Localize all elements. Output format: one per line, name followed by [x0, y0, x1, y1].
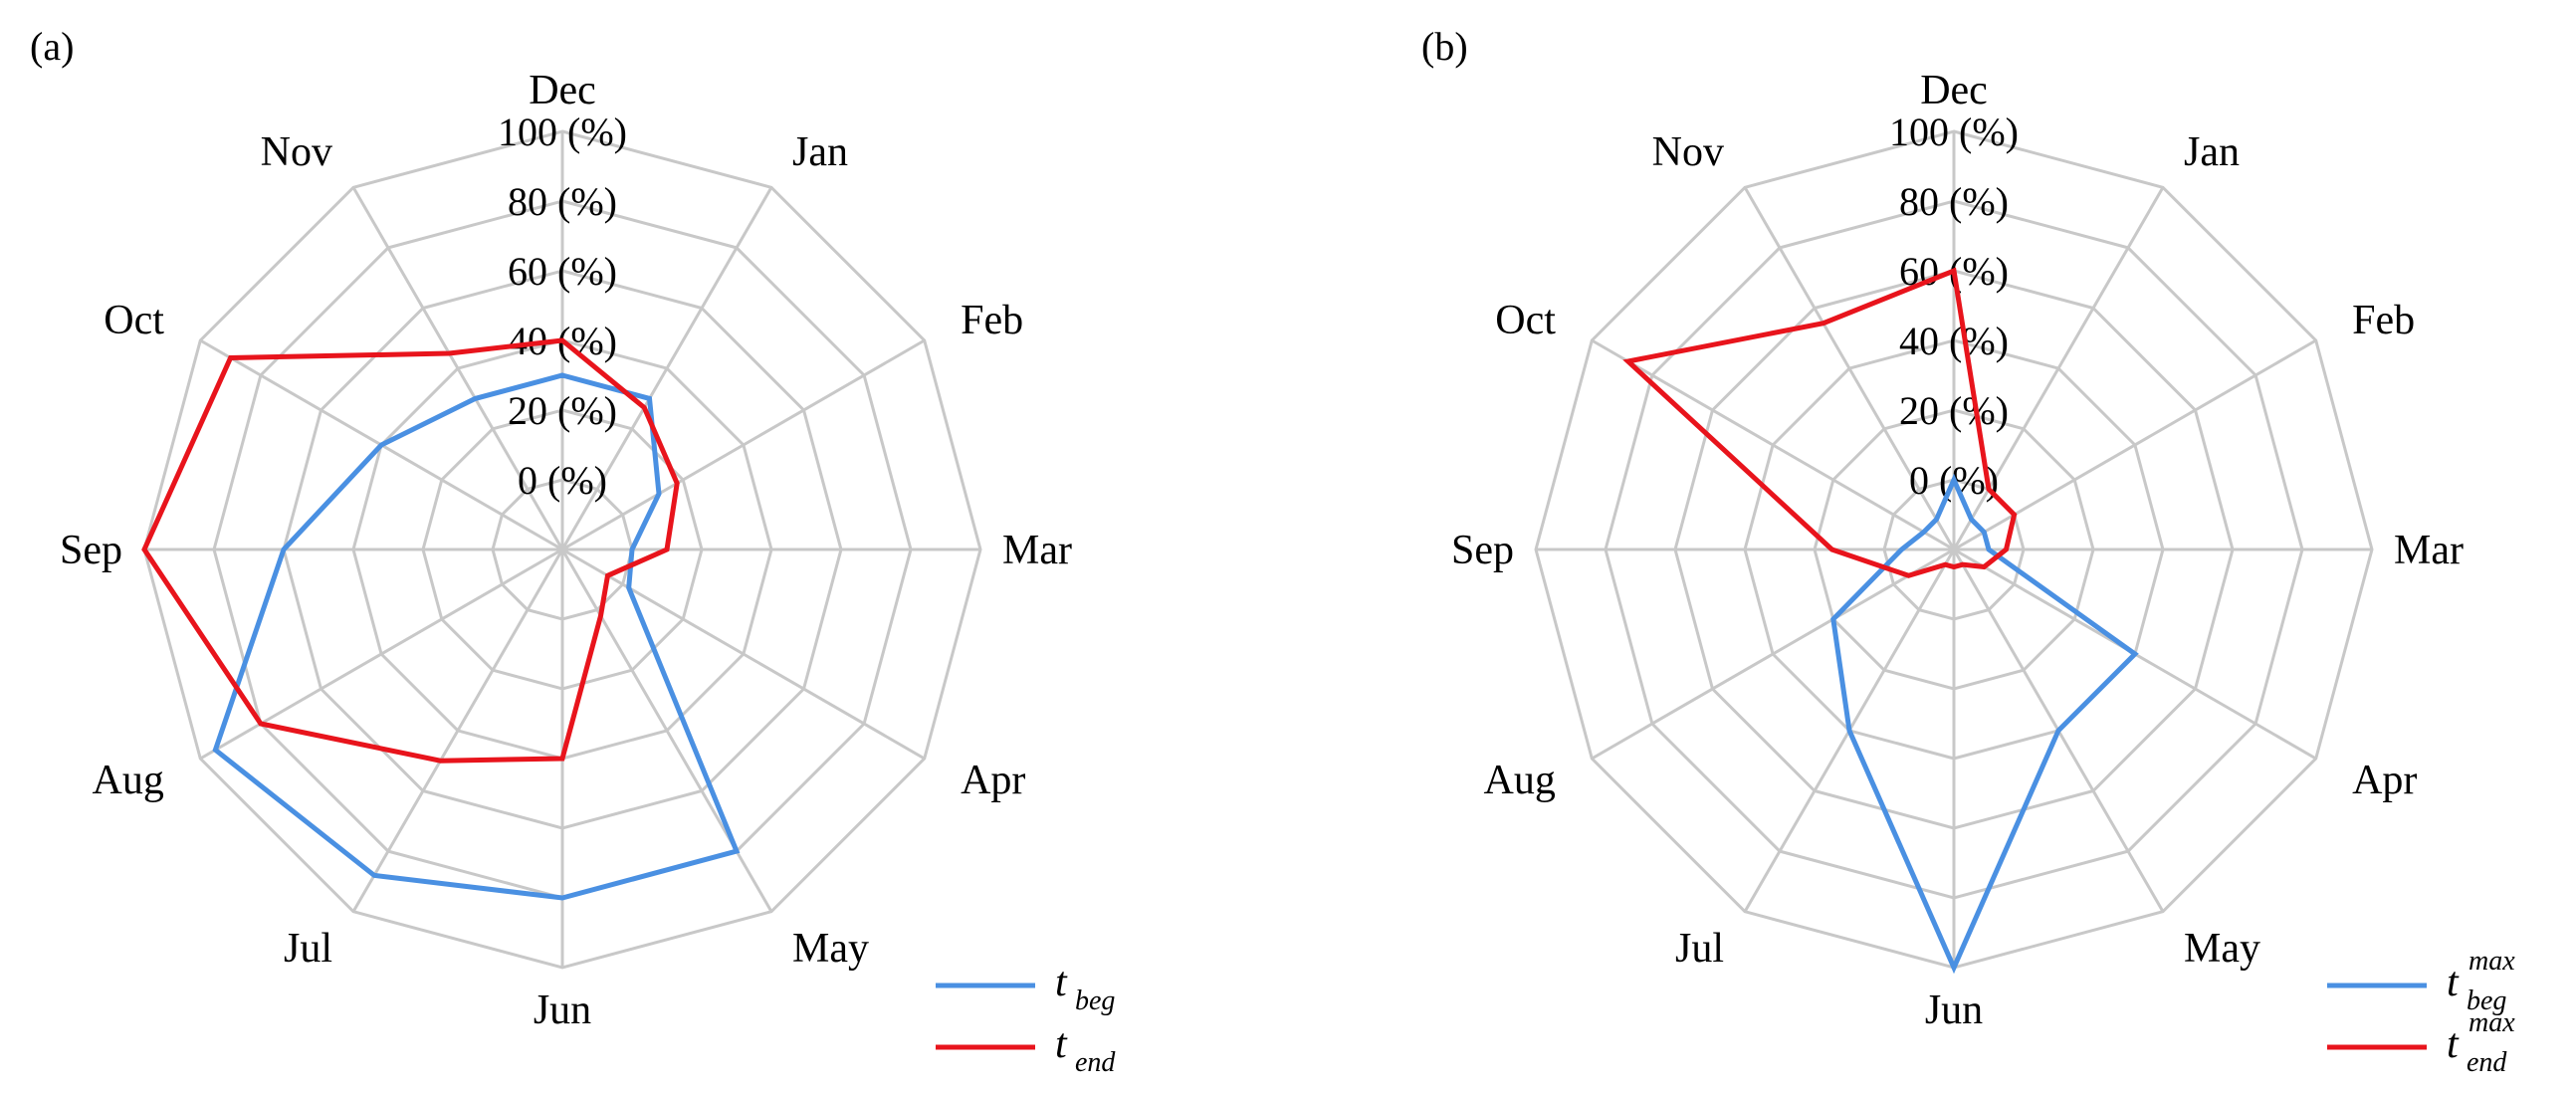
radial-tick-label: 0 (%)	[518, 458, 607, 503]
legend-subscript-end: end	[1075, 1047, 1116, 1078]
month-label-oct: Oct	[1495, 298, 1556, 343]
grid-spoke	[351, 186, 564, 550]
legend-subscript-beg: beg	[2467, 986, 2506, 1016]
radial-tick-label: 40 (%)	[1899, 319, 2009, 363]
month-label-nov: Nov	[261, 129, 332, 175]
grid-spoke	[351, 548, 564, 913]
grid-spoke	[561, 548, 926, 761]
month-label-dec: Dec	[1920, 68, 1988, 113]
grid-spoke	[560, 186, 773, 550]
month-label-aug: Aug	[93, 758, 164, 803]
radar-panel-a: (a) Dec Jan Feb Mar Apr May Jun Jul Aug Sep Oct Nov 0…	[30, 24, 1116, 1078]
series-line-beg	[212, 372, 741, 901]
month-label-mar: Mar	[2394, 528, 2464, 573]
legend-superscript-beg: max	[2469, 946, 2515, 977]
grid-spoke	[199, 548, 563, 761]
radar-panel-b: (b)DecJanFebMarAprMayJunJulAugSepOctNov0…	[1421, 24, 2515, 1078]
legend-subscript-beg: beg	[1075, 986, 1115, 1016]
grid-spoke	[1591, 548, 1955, 761]
radial-tick-label: 80 (%)	[508, 179, 617, 224]
month-label-nov: Nov	[1652, 129, 1724, 175]
series-line-beg	[1830, 473, 2139, 975]
month-label-aug: Aug	[1484, 758, 1556, 803]
month-label-oct: Oct	[104, 298, 164, 343]
month-label-jun: Jun	[1925, 987, 1983, 1033]
legend-superscript-end: max	[2469, 1007, 2515, 1038]
legend-label-beg: t	[1055, 960, 1068, 1005]
month-label-sep: Sep	[60, 528, 122, 573]
series-line-end	[1622, 267, 2018, 578]
month-label-apr: Apr	[2352, 758, 2417, 803]
radial-tick-label: 100 (%)	[1889, 110, 2019, 154]
month-label-dec: Dec	[529, 68, 596, 113]
panel-label: (a)	[30, 24, 74, 69]
radial-tick-label: 80 (%)	[1899, 179, 2009, 224]
radial-tick-label: 100 (%)	[498, 110, 627, 154]
month-label-may: May	[792, 926, 869, 972]
month-label-apr: Apr	[961, 758, 1025, 803]
month-label-jan: Jan	[792, 129, 848, 175]
month-label-jan: Jan	[2184, 129, 2240, 175]
grid-spoke	[1953, 338, 2317, 551]
panel-label: (b)	[1421, 24, 1468, 69]
month-label-jun: Jun	[534, 987, 591, 1033]
grid-spoke	[1591, 338, 1955, 551]
radial-tick-label: 20 (%)	[1899, 388, 2009, 433]
radial-tick-label: 20 (%)	[508, 388, 617, 433]
month-label-feb: Feb	[961, 298, 1023, 343]
legend-label-end: t	[1055, 1021, 1068, 1067]
grid-spoke	[560, 548, 773, 913]
legend-subscript-end: end	[2467, 1047, 2507, 1078]
radial-tick-label: 60 (%)	[508, 249, 617, 294]
grid-spoke	[1743, 186, 1956, 550]
month-label-mar: Mar	[1002, 528, 1072, 573]
legend-label-end: t	[2447, 1021, 2460, 1067]
month-label-jul: Jul	[1675, 926, 1724, 972]
series-line-end	[141, 337, 680, 764]
grid-spoke	[561, 338, 926, 551]
month-label-may: May	[2184, 926, 2260, 972]
month-label-sep: Sep	[1451, 528, 1514, 573]
month-label-jul: Jul	[284, 926, 332, 972]
month-label-feb: Feb	[2352, 298, 2415, 343]
legend-label-beg: t	[2447, 960, 2460, 1005]
